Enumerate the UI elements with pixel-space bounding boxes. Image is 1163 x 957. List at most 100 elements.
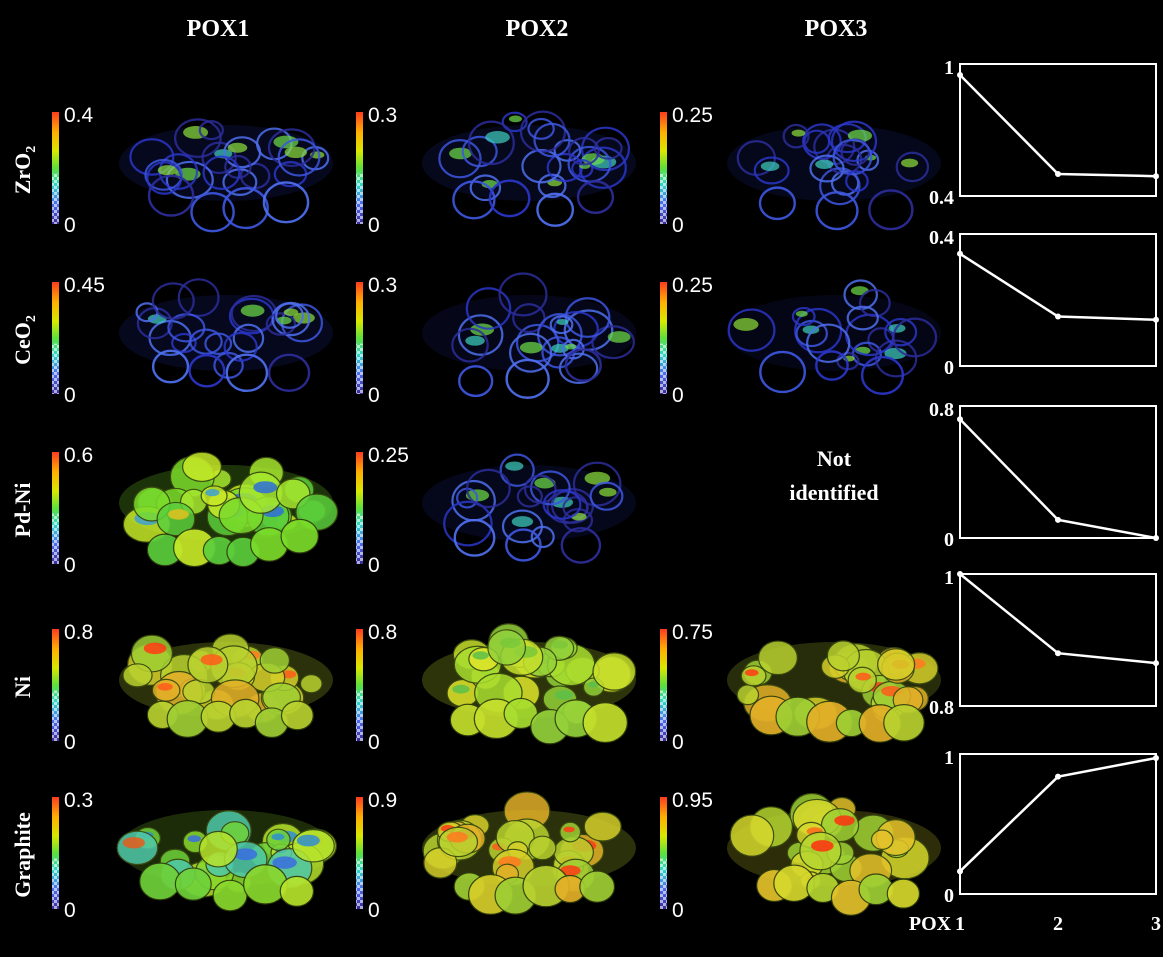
chart-point bbox=[1055, 650, 1061, 657]
y-tick-label: 0.8 bbox=[929, 399, 954, 421]
colorbar-max-label: 0.3 bbox=[368, 104, 397, 127]
colorbar-checker bbox=[660, 690, 667, 741]
colorbar-max-label: 0.95 bbox=[672, 789, 713, 812]
colorbar-gradient bbox=[356, 629, 363, 741]
reconstruction-image bbox=[116, 810, 338, 912]
colorbar-max-label: 0.8 bbox=[64, 621, 93, 644]
colorbar-max-label: 0.8 bbox=[368, 621, 397, 644]
colorbar: 0.30 bbox=[356, 274, 397, 407]
colorbar-max-label: 0.3 bbox=[368, 274, 397, 297]
y-tick-label: 0.4 bbox=[929, 187, 954, 209]
colorbar-gradient bbox=[52, 112, 59, 224]
reconstruction-image bbox=[727, 279, 941, 395]
colorbar-min-label: 0 bbox=[368, 384, 380, 407]
column-title-pox3: POX3 bbox=[805, 16, 868, 42]
not-identified-line-1: Not bbox=[817, 446, 852, 471]
row-label: Pd-Ni bbox=[10, 483, 35, 538]
column-title-pox1: POX1 bbox=[187, 16, 250, 42]
colorbar-gradient bbox=[660, 629, 667, 741]
reconstruction-image bbox=[119, 451, 339, 568]
colorbar-checker bbox=[52, 858, 59, 909]
colorbar-max-label: 0.45 bbox=[64, 274, 105, 297]
row-label: CeO2 bbox=[10, 315, 39, 365]
colorbar-checker bbox=[52, 690, 59, 741]
colorbar-checker bbox=[52, 173, 59, 224]
chart-point bbox=[957, 72, 963, 78]
chart-point bbox=[1055, 516, 1061, 523]
x-tick-label: 2 bbox=[1053, 913, 1063, 935]
colorbar-checker bbox=[660, 173, 667, 224]
colorbar: 0.40 bbox=[52, 104, 94, 237]
colorbar-checker bbox=[660, 343, 667, 394]
colorbar-max-label: 0.6 bbox=[64, 444, 93, 467]
chart-frame bbox=[959, 405, 1157, 539]
column-titles: POX1 POX2 POX3 bbox=[187, 16, 868, 42]
colorbar-max-label: 0.9 bbox=[368, 789, 397, 812]
colorbar-min-label: 0 bbox=[64, 899, 76, 922]
colorbar-max-label: 0.25 bbox=[672, 274, 713, 297]
reconstruction-image bbox=[422, 791, 636, 915]
colorbar-max-label: 0.25 bbox=[368, 444, 409, 467]
colorbar-min-label: 0 bbox=[64, 214, 76, 237]
colorbar-min-label: 0 bbox=[672, 384, 684, 407]
colorbar-checker bbox=[356, 173, 363, 224]
reconstruction-image bbox=[422, 272, 636, 399]
chart-point bbox=[957, 250, 963, 257]
row-label-subscript: 2 bbox=[24, 315, 39, 322]
colorbar: 0.90 bbox=[356, 789, 397, 922]
chart-point bbox=[1153, 316, 1159, 323]
colorbar-min-label: 0 bbox=[368, 731, 380, 754]
colorbar: 0.80 bbox=[356, 621, 397, 754]
trend-chart: 0.80 bbox=[929, 399, 1159, 551]
row-label: Ni bbox=[10, 676, 35, 698]
x-tick-label: 1 bbox=[955, 913, 965, 935]
y-tick-label: 0.4 bbox=[929, 227, 954, 249]
not-identified-note: Not identified bbox=[789, 446, 878, 505]
y-tick-label: 1 bbox=[944, 57, 954, 79]
colorbar-min-label: 0 bbox=[672, 731, 684, 754]
colorbar: 0.45 0 bbox=[52, 274, 105, 407]
trend-chart: 0.40 bbox=[929, 227, 1159, 379]
chart-series-line bbox=[959, 573, 1157, 665]
colorbar: 0.30 bbox=[356, 104, 397, 237]
colorbar-min-label: 0 bbox=[368, 214, 380, 237]
chart-point bbox=[1153, 660, 1159, 667]
row-label-subscript: 2 bbox=[24, 146, 39, 153]
material-row: Pd-Ni0.600.250 bbox=[10, 444, 636, 577]
row-label: ZrO2 bbox=[10, 146, 39, 195]
chart-point bbox=[1153, 535, 1159, 541]
chart-frame bbox=[959, 63, 1157, 197]
colorbar-checker bbox=[356, 858, 363, 909]
reconstruction-image bbox=[422, 110, 636, 227]
x-axis-label: POX bbox=[909, 913, 952, 935]
colorbar-gradient bbox=[660, 282, 667, 394]
colorbar-gradient bbox=[356, 282, 363, 394]
chart-point bbox=[1153, 173, 1159, 180]
colorbar-gradient bbox=[52, 282, 59, 394]
colorbar-checker bbox=[52, 343, 59, 394]
colorbar-min-label: 0 bbox=[368, 899, 380, 922]
chart-point bbox=[1055, 773, 1061, 780]
colorbar: 0.25 0 bbox=[356, 444, 409, 577]
y-tick-label: 0 bbox=[944, 529, 954, 551]
chart-point bbox=[1153, 755, 1159, 761]
reconstruction-image bbox=[422, 453, 636, 564]
colorbar: 0.95 0 bbox=[660, 789, 713, 922]
image-grid: ZrO20.400.300.250CeO20.4500.300.250Pd-Ni… bbox=[10, 104, 941, 922]
chart-point bbox=[1055, 171, 1061, 177]
colorbar-checker bbox=[660, 858, 667, 909]
reconstruction-image bbox=[727, 120, 941, 231]
row-label-main: CeO bbox=[10, 322, 35, 365]
colorbar-min-label: 0 bbox=[64, 731, 76, 754]
colorbar-gradient bbox=[660, 797, 667, 909]
colorbar-min-label: 0 bbox=[672, 214, 684, 237]
colorbar: 0.75 0 bbox=[660, 621, 713, 754]
row-label-main: Ni bbox=[10, 676, 35, 698]
colorbar: 0.80 bbox=[52, 621, 93, 754]
colorbar-gradient bbox=[356, 452, 363, 564]
row-label-main: ZrO bbox=[10, 153, 35, 195]
